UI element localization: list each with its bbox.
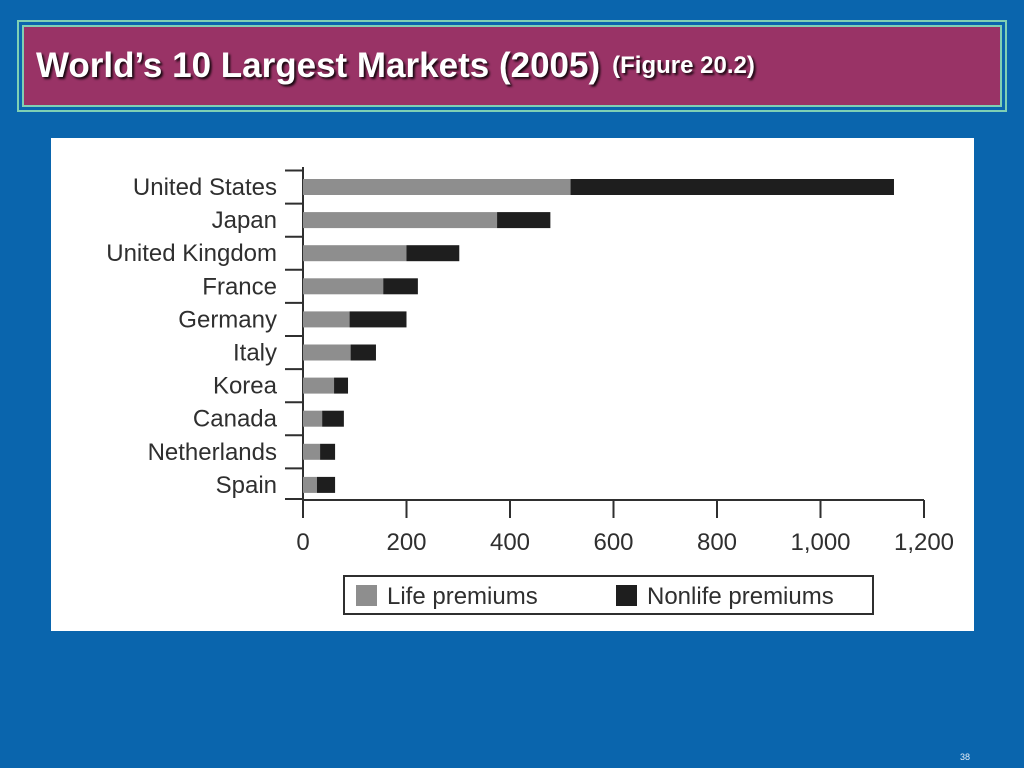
bar-nonlife — [350, 344, 376, 361]
bar-life — [303, 344, 351, 361]
value-tick-label: 200 — [386, 529, 426, 556]
bar-life — [303, 377, 335, 394]
value-tick-label: 0 — [296, 529, 309, 556]
bar-nonlife — [570, 179, 894, 195]
bar-life — [303, 245, 407, 262]
bar-nonlife — [334, 377, 349, 394]
value-tick-label: 1,000 — [790, 529, 850, 556]
title-bar: World’s 10 Largest Markets (2005) (Figur… — [17, 20, 1007, 112]
bar-nonlife — [406, 245, 460, 262]
bar-nonlife — [383, 278, 418, 295]
category-label: France — [202, 273, 277, 300]
category-label: Canada — [193, 406, 278, 433]
bar-life — [303, 476, 317, 493]
bar-nonlife — [349, 311, 407, 328]
legend-swatch-nonlife — [616, 585, 637, 606]
legend-box — [343, 575, 874, 615]
legend-label-nonlife: Nonlife premiums — [647, 583, 834, 610]
bar-life — [303, 179, 571, 195]
chart-panel: United States Japan United Kingdom France Ge… — [51, 138, 974, 631]
legend-label-life: Life premiums — [387, 583, 538, 610]
category-label: Italy — [233, 340, 277, 367]
category-label: United States — [133, 174, 277, 201]
slide-title: World’s 10 Largest Markets (2005) — [36, 46, 601, 85]
value-tick-label: 800 — [697, 529, 737, 556]
legend-swatch-life — [356, 585, 377, 606]
bar-nonlife — [497, 212, 551, 229]
bar-life — [303, 278, 384, 295]
category-label: Netherlands — [148, 439, 277, 466]
category-label: Germany — [178, 306, 277, 333]
bar-nonlife — [322, 410, 344, 427]
bar-nonlife — [316, 476, 336, 493]
category-label: Japan — [212, 207, 277, 234]
bar-life — [303, 410, 323, 427]
value-tick-label: 600 — [593, 529, 633, 556]
figure-reference: (Figure 20.2) — [612, 52, 755, 79]
title-inner: World’s 10 Largest Markets (2005) (Figur… — [22, 25, 1002, 107]
bar-life — [303, 212, 498, 229]
bar-life — [303, 443, 321, 460]
bar-nonlife — [320, 443, 336, 460]
bar-chart: United States Japan United Kingdom France Ge… — [106, 167, 954, 615]
category-label: United Kingdom — [106, 240, 277, 267]
category-label: Korea — [213, 373, 278, 400]
category-label: Spain — [216, 472, 277, 499]
value-tick-label: 400 — [490, 529, 530, 556]
value-tick-label: 1,200 — [894, 529, 954, 556]
page-number: 38 — [959, 752, 970, 762]
bar-life — [303, 311, 350, 328]
